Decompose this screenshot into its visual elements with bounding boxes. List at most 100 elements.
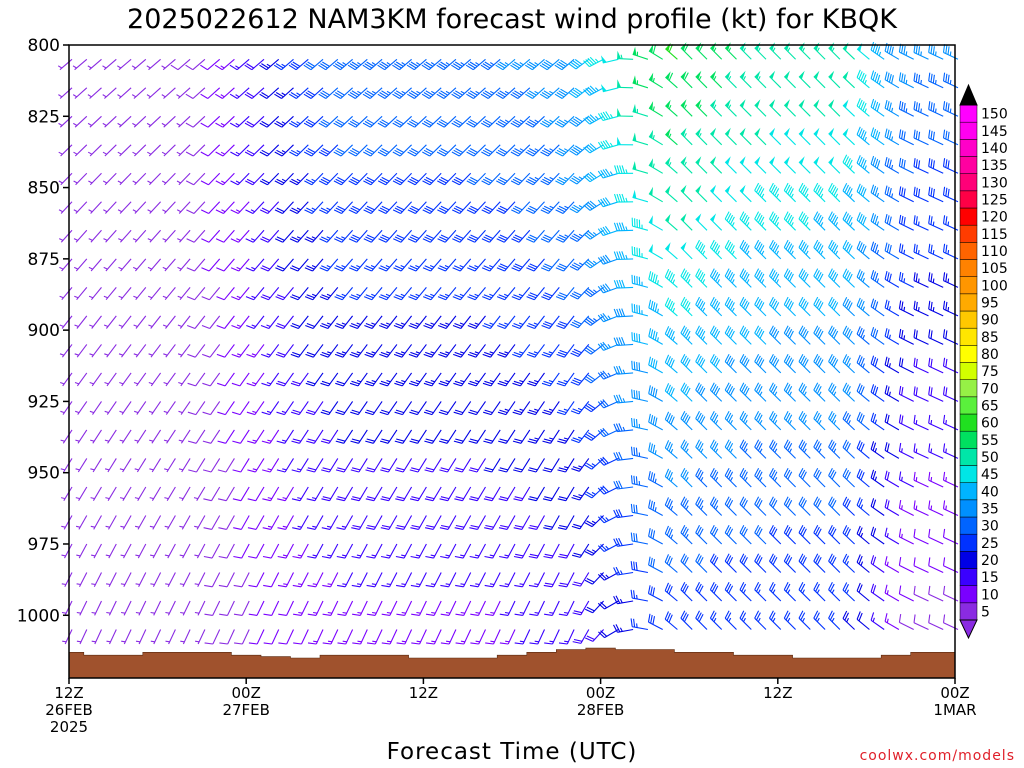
wind-barb (513, 515, 531, 530)
x-tick-label: 12Z (409, 684, 438, 702)
wind-barb (783, 70, 796, 89)
wind-barb (178, 429, 191, 444)
wind-barb (783, 524, 796, 545)
y-tick-label: 900 (28, 321, 60, 341)
wind-barb (425, 543, 442, 559)
wind-barb (884, 128, 900, 146)
wind-barb (305, 344, 324, 358)
wind-barb (337, 600, 354, 616)
wind-barb (898, 614, 914, 630)
wind-barb (275, 315, 294, 330)
wind-barb (783, 239, 796, 260)
wind-barb (60, 372, 73, 387)
wind-barb (511, 258, 531, 272)
wind-barb (631, 332, 649, 345)
wind-barb (178, 372, 191, 387)
wind-barb (856, 69, 870, 89)
wind-barb (178, 458, 191, 473)
wind-barb (942, 101, 959, 117)
wind-barb (648, 215, 663, 231)
wind-barb (527, 401, 545, 416)
wind-barb (104, 372, 117, 387)
wind-barb (232, 458, 250, 473)
wind-barb (365, 429, 383, 444)
wind-barb (510, 144, 531, 157)
wind-barb (133, 344, 147, 358)
wind-barb (898, 43, 914, 60)
wind-barb (842, 411, 855, 431)
wind-barb (913, 215, 929, 231)
wind-barb (913, 471, 929, 488)
wind-barb (842, 128, 855, 146)
wind-barb (813, 325, 826, 345)
wind-barb (87, 58, 102, 71)
wind-barb (245, 201, 265, 214)
wind-barb (76, 629, 88, 645)
wind-barb (754, 353, 767, 374)
wind-barb (303, 87, 324, 99)
wind-barb (631, 274, 649, 288)
wind-barb (103, 229, 117, 243)
wind-barb (200, 144, 221, 157)
wind-barb (739, 410, 752, 431)
wind-barb (453, 372, 472, 387)
wind-barb (307, 629, 324, 645)
wind-barb (482, 315, 501, 330)
wind-barb (194, 572, 206, 588)
wind-barb (884, 385, 900, 402)
wind-barb (293, 629, 309, 645)
wind-barb (583, 372, 604, 384)
wind-barb (408, 287, 427, 301)
wind-barb (377, 87, 398, 99)
wind-barb (632, 132, 649, 146)
wind-barb (617, 79, 634, 89)
wind-barb (710, 213, 723, 231)
wind-barb (117, 58, 132, 71)
wind-barb (60, 486, 73, 501)
wind-barb (664, 468, 678, 488)
wind-barb (597, 197, 619, 208)
wind-barb (769, 211, 782, 231)
wind-barb (230, 258, 250, 272)
wind-barb (597, 543, 619, 552)
wind-barb (200, 115, 221, 128)
wind-barb (664, 582, 678, 602)
wind-barb (680, 467, 693, 488)
wind-barb (230, 229, 250, 243)
wind-barb (278, 629, 294, 645)
chart-title: 2025022612 NAM3KM forecast wind profile … (127, 4, 898, 35)
wind-barb (695, 582, 708, 602)
y-tick-label: 975 (28, 535, 60, 555)
x-tick-label: 2025 (50, 718, 88, 736)
wind-barb (437, 229, 457, 243)
wind-barb (455, 629, 472, 645)
wind-barb (525, 115, 545, 128)
wind-barb (798, 382, 811, 402)
wind-barb (91, 629, 102, 645)
wind-barb (710, 127, 723, 146)
colorbar-bottom-arrow (959, 619, 978, 640)
wind-barb (482, 344, 501, 358)
wind-barb (440, 572, 457, 588)
wind-barb (526, 315, 545, 330)
wind-barb (364, 372, 383, 387)
wind-barb (187, 429, 206, 444)
wind-barb (233, 572, 250, 588)
wind-barb (187, 401, 206, 416)
wind-barb (231, 344, 250, 358)
wind-barb (304, 258, 324, 272)
wind-barb (73, 229, 88, 243)
wind-barb (102, 115, 117, 128)
wind-barb (870, 384, 885, 402)
wind-barb (470, 600, 486, 616)
wind-barb (185, 144, 206, 157)
wind-barb (421, 87, 442, 99)
wind-barb (724, 382, 737, 402)
wind-barb (468, 458, 486, 473)
wind-barb (202, 401, 221, 416)
wind-barb (754, 182, 767, 203)
wind-barb (148, 315, 162, 329)
wind-barb (739, 70, 752, 89)
wind-barb (426, 629, 442, 645)
wind-barb (274, 172, 294, 186)
